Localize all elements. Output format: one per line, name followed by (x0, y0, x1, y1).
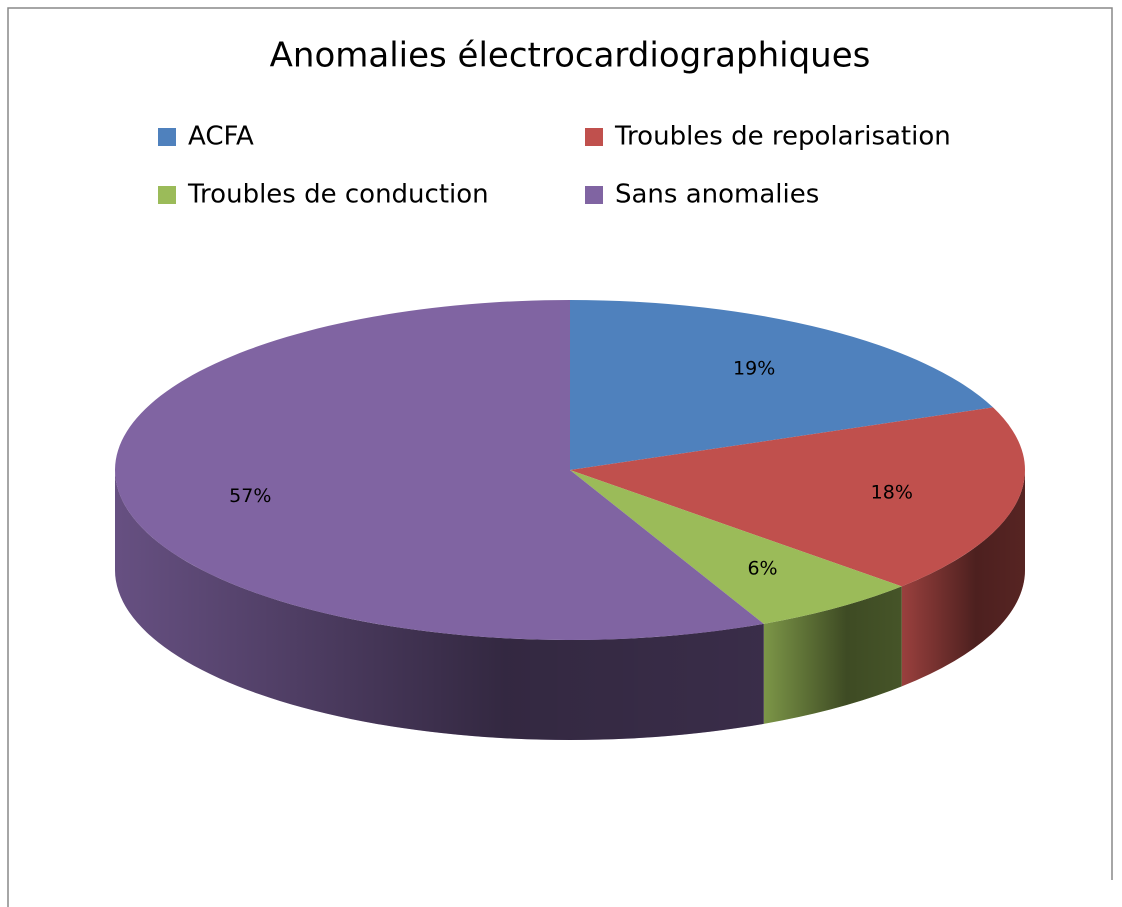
legend-label: Sans anomalies (615, 180, 819, 210)
chart-frame (7, 7, 1113, 907)
pie-slice (570, 407, 1025, 587)
legend-swatch (158, 128, 176, 146)
data-label: 57% (229, 485, 271, 507)
legend-label: ACFA (188, 122, 254, 152)
legend-swatch (585, 128, 603, 146)
legend-label: Troubles de repolarisation (614, 122, 951, 152)
data-label: 6% (747, 558, 777, 580)
pie-slice (570, 470, 902, 624)
legend-swatch (585, 186, 603, 204)
data-label: 19% (733, 357, 775, 379)
legend-swatch (158, 186, 176, 204)
pie-slice (115, 300, 764, 640)
chart-title: Anomalies électrocardiographiques (270, 36, 871, 76)
pie-slice (570, 300, 994, 470)
data-label: 18% (871, 481, 913, 503)
pie-side-shade (901, 470, 1025, 687)
pie-side-shade (763, 586, 902, 724)
legend-label: Troubles de conduction (187, 180, 489, 210)
pie-side-shade (115, 470, 764, 741)
